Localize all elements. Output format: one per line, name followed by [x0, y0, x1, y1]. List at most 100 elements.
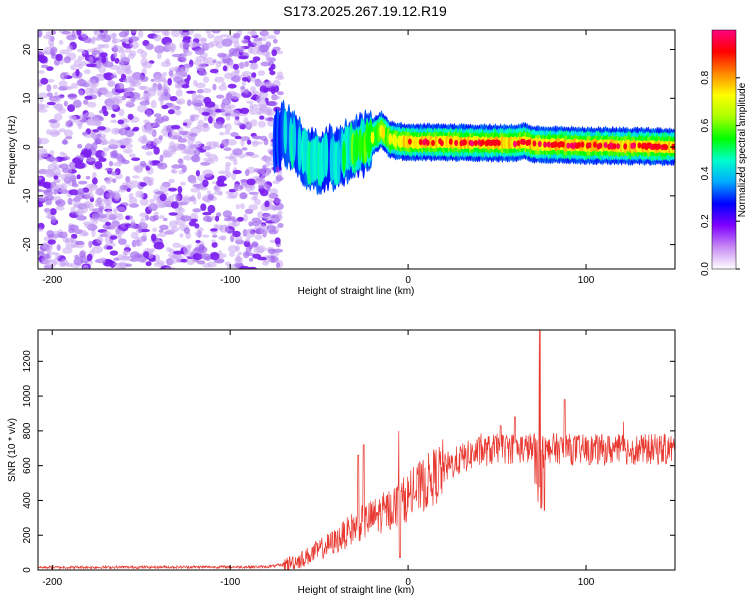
noise-blob	[78, 180, 88, 185]
noise-blob	[140, 217, 146, 225]
noise-blob	[113, 257, 120, 261]
y-tick-label: -10	[22, 188, 33, 203]
noise-blob	[38, 176, 43, 181]
ridge-segment	[354, 129, 359, 162]
noise-blob	[235, 204, 240, 210]
noise-blob	[129, 41, 139, 49]
ridge-segment	[431, 139, 435, 147]
noise-blob	[193, 79, 198, 87]
noise-blob	[38, 227, 44, 232]
noise-blob	[257, 211, 264, 219]
ridge-segment	[561, 141, 565, 148]
noise-blob	[63, 100, 68, 107]
noise-blob	[153, 34, 162, 42]
noise-blob	[38, 250, 45, 256]
noise-blob	[123, 148, 133, 154]
noise-blob	[230, 92, 242, 100]
y-tick-label: 400	[22, 492, 33, 509]
noise-blob	[38, 151, 45, 159]
noise-blob	[110, 119, 118, 124]
noise-blob	[191, 92, 197, 101]
noise-blob	[137, 30, 144, 38]
noise-blob	[38, 188, 44, 193]
noise-blob	[188, 41, 198, 49]
ridge-segment	[418, 139, 423, 146]
noise-blob	[39, 244, 49, 252]
noise-blob	[257, 167, 266, 174]
noise-blob	[139, 75, 149, 82]
noise-blob	[91, 50, 101, 55]
noise-blob	[104, 167, 114, 171]
noise-blob	[139, 86, 146, 91]
noise-blob	[196, 94, 202, 99]
noise-blob	[246, 139, 252, 145]
noise-blob	[168, 131, 180, 139]
ridge-segment	[393, 135, 398, 148]
noise-blob	[76, 30, 82, 36]
noise-blob	[62, 85, 72, 89]
noise-blob	[139, 191, 145, 199]
noise-blob	[127, 113, 134, 120]
ridge-segment	[358, 128, 362, 161]
noise-blob	[165, 58, 170, 65]
noise-blob	[58, 40, 64, 45]
noise-blob	[227, 83, 237, 89]
noise-blob	[60, 173, 72, 182]
noise-blob	[172, 242, 181, 248]
noise-blob	[66, 45, 73, 52]
noise-blob	[263, 213, 273, 220]
noise-blob	[192, 253, 203, 261]
noise-blob	[55, 205, 65, 211]
noise-blob	[114, 88, 125, 94]
noise-blob	[127, 75, 135, 83]
noise-blob	[261, 36, 267, 42]
noise-blob	[125, 215, 130, 220]
noise-blob	[234, 135, 242, 140]
noise-blob	[248, 204, 258, 211]
noise-blob	[66, 262, 73, 268]
noise-blob	[243, 251, 250, 259]
noise-blob	[120, 73, 127, 80]
noise-blob	[181, 148, 191, 154]
noise-blob	[269, 239, 276, 244]
noise-blob	[50, 96, 62, 103]
noise-blob	[111, 37, 117, 45]
noise-blob	[99, 52, 108, 58]
noise-blob	[152, 215, 160, 221]
ridge-segment	[521, 138, 526, 146]
noise-blob	[38, 92, 49, 99]
noise-blob	[42, 253, 51, 260]
noise-blob	[246, 151, 255, 156]
noise-blob	[153, 75, 163, 83]
noise-blob	[122, 251, 128, 260]
noise-blob	[94, 161, 103, 169]
noise-blob	[268, 193, 279, 199]
noise-blob	[139, 160, 147, 167]
noise-blob	[99, 185, 107, 191]
noise-blob	[205, 30, 212, 35]
noise-blob	[222, 65, 228, 72]
noise-blob	[161, 115, 170, 122]
noise-blob	[114, 193, 121, 202]
noise-blob	[223, 147, 232, 152]
colorbar-tick-label: 0.2	[700, 214, 711, 228]
noise-blob	[268, 66, 274, 72]
noise-blob	[165, 197, 171, 205]
noise-blob	[244, 90, 249, 95]
noise-blob	[55, 53, 63, 62]
noise-blob	[177, 186, 183, 194]
ridge-segment	[580, 141, 585, 148]
noise-blob	[271, 49, 278, 57]
noise-blob	[233, 159, 238, 166]
noise-blob	[126, 100, 133, 105]
noise-blob	[124, 69, 133, 75]
noise-blob	[85, 142, 91, 150]
noise-blob	[277, 223, 284, 228]
ridge-segment	[463, 139, 467, 146]
noise-blob	[114, 57, 120, 64]
noise-blob	[88, 56, 94, 63]
noise-blob	[148, 130, 156, 135]
noise-blob	[53, 113, 63, 122]
noise-blob	[125, 129, 135, 138]
